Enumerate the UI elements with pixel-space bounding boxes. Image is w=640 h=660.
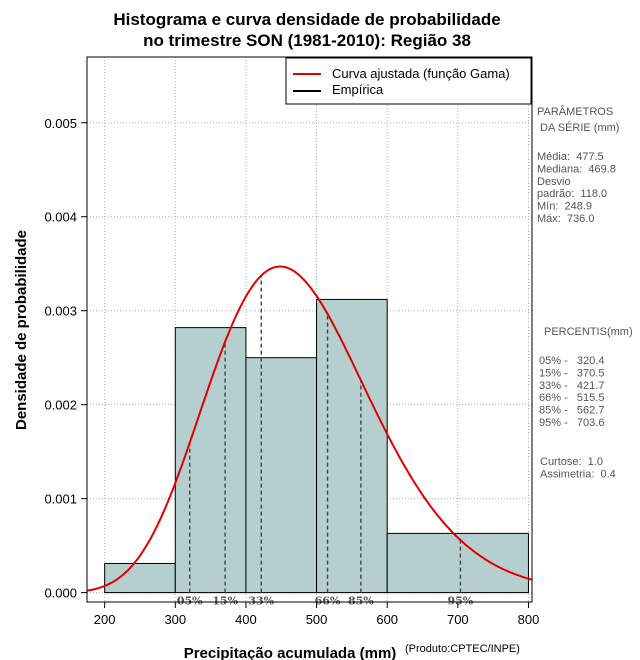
percentil-line-3: 66% - 515.5 (539, 392, 604, 404)
percentile-label-33%: 33% (248, 595, 274, 608)
percentil-line-5: 95% - 703.6 (539, 417, 604, 429)
legend: Curva ajustada (função Gama) Empírica (285, 57, 532, 105)
x-tick-label: 300 (164, 612, 186, 627)
percentis-list: 05% - 320.415% - 370.533% - 421.766% - 5… (539, 355, 604, 429)
x-axis-label: Precipitação acumulada (mm) (184, 645, 397, 660)
x-tick-label: 600 (376, 612, 398, 627)
y-tick-label: 0.000 (44, 586, 77, 601)
y-axis: 0.000 0.001 0.002 0.003 0.004 0.005 (44, 116, 87, 601)
x-axis: 200 300 400 500 600 700 800 (94, 602, 540, 627)
params-title-2: DA SÉRIE (mm) (540, 121, 619, 134)
chart-title-line1: Histograma e curva densidade de probabil… (113, 10, 500, 29)
y-tick-label: 0.005 (44, 116, 77, 131)
y-tick-label: 0.001 (44, 492, 77, 507)
stat-line-0: Curtose: 1.0 (540, 456, 603, 468)
percentil-line-1: 15% - 370.5 (539, 367, 604, 379)
y-tick-label: 0.002 (44, 398, 77, 413)
x-tick-label: 700 (447, 612, 469, 627)
y-tick-label: 0.004 (44, 210, 77, 225)
param-line-5: Máx: 736.0 (537, 213, 594, 225)
legend-label-empirical: Empírica (332, 82, 384, 97)
param-line-4: Mín: 248.9 (537, 201, 592, 213)
x-tick-label: 500 (306, 612, 328, 627)
histogram-bars (104, 298, 529, 594)
percentile-labels: 05% 15% 33% 66% 85% 95% (177, 595, 474, 608)
x-tick-label: 200 (94, 612, 116, 627)
side-panel: PARÂMETROS DA SÉRIE (mm) Média: 477.5Med… (537, 105, 633, 480)
histogram-bar-1 (174, 327, 247, 594)
histogram-bar-3 (316, 298, 388, 594)
y-tick-label: 0.003 (44, 304, 77, 319)
histogram-bar-0 (104, 562, 176, 594)
histogram-bar-4 (386, 532, 529, 594)
percentil-line-4: 85% - 562.7 (539, 405, 604, 417)
param-line-0: Média: 477.5 (537, 151, 604, 163)
credit-label: (Produto:CPTEC/INPE) (405, 643, 520, 655)
gamma-fit-curve (86, 265, 533, 592)
percentile-label-66%: 66% (315, 595, 341, 608)
param-line-2: Desvio (537, 176, 571, 188)
percentile-lines (189, 275, 462, 593)
plot-frame (86, 56, 533, 603)
percentile-label-15%: 15% (212, 595, 238, 608)
params-title-1: PARÂMETROS (537, 105, 613, 118)
stat-line-1: Assimetria: 0.4 (540, 468, 616, 480)
param-line-1: Mediana: 469.8 (537, 163, 616, 175)
percentil-line-2: 33% - 421.7 (539, 380, 604, 392)
histogram-bar-2 (245, 357, 318, 594)
percentile-label-05%: 05% (177, 595, 203, 608)
legend-label-fit: Curva ajustada (função Gama) (332, 66, 510, 81)
percentile-label-85%: 85% (348, 595, 374, 608)
x-tick-label: 400 (235, 612, 257, 627)
param-line-3: padrão: 118.0 (537, 188, 607, 200)
y-axis-label: Densidade de probabilidade (13, 230, 30, 430)
percentile-label-95%: 95% (447, 595, 473, 608)
percentil-line-0: 05% - 320.4 (539, 355, 604, 367)
percentis-title: PERCENTIS(mm) (544, 326, 633, 338)
legend-box (285, 57, 532, 105)
chart-title-line2: no trimestre SON (1981-2010): Região 38 (143, 31, 471, 50)
x-tick-label: 800 (518, 612, 540, 627)
